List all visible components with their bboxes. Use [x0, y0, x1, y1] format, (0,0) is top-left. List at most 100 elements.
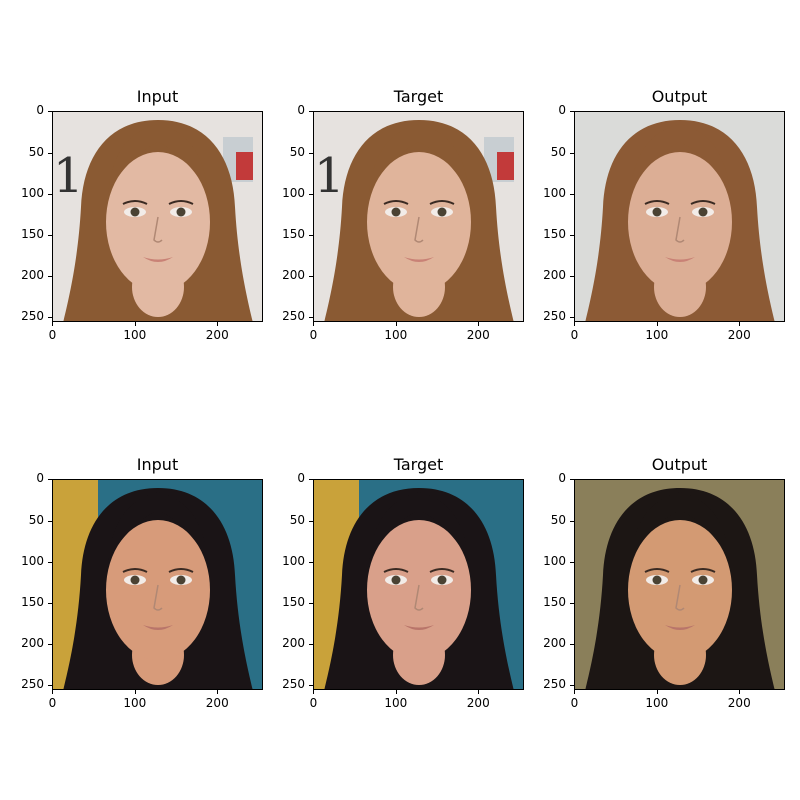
y-tick-mark: [570, 317, 574, 319]
y-tick-mark: [48, 479, 52, 481]
y-tick-label: 100: [543, 185, 566, 200]
y-tick-mark: [48, 193, 52, 195]
y-tick-label: 100: [21, 185, 44, 200]
face: [628, 520, 732, 660]
x-tick-label: 200: [727, 696, 751, 710]
x-tick-mark: [217, 690, 219, 694]
x-tick-mark: [52, 322, 54, 326]
y-tick-mark: [570, 276, 574, 278]
x-tick-mark: [313, 690, 315, 694]
hair-part: [630, 124, 730, 192]
y-tick-label: 0: [36, 471, 44, 486]
y-tick-mark: [309, 193, 313, 195]
x-tick-label: 100: [123, 696, 147, 710]
x-tick-mark: [52, 690, 54, 694]
y-tick-label: 50: [550, 144, 566, 159]
y-tick-label: 150: [282, 227, 305, 242]
y-tick-mark: [48, 561, 52, 563]
x-tick-mark: [574, 322, 576, 326]
x-tick-mark: [217, 322, 219, 326]
y-tick-label: 100: [21, 553, 44, 568]
panel-title: Output: [651, 455, 708, 474]
y-tick-mark: [48, 644, 52, 646]
y-tick-label: 0: [558, 103, 566, 118]
y-tick-label: 100: [543, 553, 566, 568]
mouth: [143, 625, 173, 630]
image-panel: Output 0 50 100 150 200 250 0 100 200: [543, 87, 785, 342]
hair-part: [108, 124, 208, 192]
mouth: [665, 257, 695, 262]
mouth: [404, 625, 434, 630]
y-tick-label: 50: [550, 512, 566, 527]
y-tick-mark: [309, 479, 313, 481]
y-tick-label: 150: [21, 595, 44, 610]
y-tick-mark: [570, 111, 574, 113]
image-panel: Input 0 50 100 150 200 250 0 100 200: [21, 455, 263, 710]
y-tick-label: 50: [289, 144, 305, 159]
nose: [414, 216, 424, 243]
x-tick-mark: [739, 690, 741, 694]
y-tick-label: 150: [543, 595, 566, 610]
x-tick-label: 100: [123, 328, 147, 342]
portrait-image: 1: [313, 111, 524, 322]
x-tick-mark: [574, 690, 576, 694]
y-tick-mark: [570, 479, 574, 481]
y-tick-mark: [309, 644, 313, 646]
panel-title: Target: [393, 87, 444, 106]
portrait-image: [52, 479, 263, 690]
y-tick-mark: [309, 276, 313, 278]
y-tick-label: 150: [543, 227, 566, 242]
y-tick-mark: [48, 235, 52, 237]
y-tick-mark: [48, 317, 52, 319]
y-tick-mark: [570, 193, 574, 195]
y-tick-mark: [48, 276, 52, 278]
portrait-image: [574, 111, 785, 322]
y-tick-label: 250: [282, 677, 305, 692]
y-tick-label: 100: [282, 553, 305, 568]
image-panel: Target 1 0 50 100 150 200 250 0 100 200: [282, 87, 524, 342]
y-tick-mark: [570, 644, 574, 646]
x-tick-label: 100: [384, 328, 408, 342]
x-tick-label: 0: [48, 328, 57, 342]
nose: [675, 216, 685, 243]
y-tick-mark: [570, 152, 574, 154]
face: [106, 152, 210, 292]
y-tick-mark: [309, 152, 313, 154]
panel-title: Input: [136, 455, 179, 474]
x-tick-label: 0: [309, 328, 318, 342]
y-tick-label: 50: [289, 512, 305, 527]
y-tick-label: 250: [543, 677, 566, 692]
x-tick-label: 100: [645, 696, 669, 710]
x-tick-mark: [134, 322, 136, 326]
x-tick-mark: [478, 690, 480, 694]
y-tick-label: 200: [21, 268, 44, 283]
x-tick-label: 0: [570, 328, 579, 342]
x-tick-label: 0: [309, 696, 318, 710]
x-tick-mark: [395, 322, 397, 326]
x-tick-label: 200: [466, 328, 490, 342]
face: [628, 152, 732, 292]
x-tick-label: 200: [727, 328, 751, 342]
nose: [675, 584, 685, 611]
x-tick-mark: [395, 690, 397, 694]
y-tick-mark: [309, 111, 313, 113]
x-tick-mark: [739, 322, 741, 326]
y-tick-label: 250: [543, 309, 566, 324]
y-tick-mark: [570, 603, 574, 605]
hair-part: [369, 124, 469, 192]
y-tick-label: 100: [282, 185, 305, 200]
face: [367, 152, 471, 292]
y-tick-mark: [309, 685, 313, 687]
y-tick-label: 0: [36, 103, 44, 118]
x-tick-mark: [134, 690, 136, 694]
y-tick-mark: [309, 235, 313, 237]
mouth: [665, 625, 695, 630]
x-tick-label: 0: [570, 696, 579, 710]
panel-title: Input: [136, 87, 179, 106]
face: [367, 520, 471, 660]
svg-text:1: 1: [314, 148, 345, 204]
y-tick-label: 50: [28, 512, 44, 527]
panel-title: Target: [393, 455, 444, 474]
y-tick-label: 50: [28, 144, 44, 159]
x-tick-label: 100: [384, 696, 408, 710]
